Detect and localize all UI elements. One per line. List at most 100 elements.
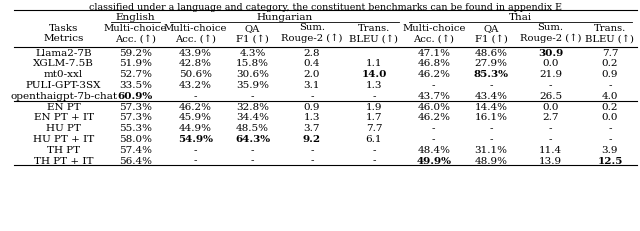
Text: 48.4%: 48.4% <box>417 145 451 154</box>
Text: -: - <box>372 91 376 100</box>
Text: 44.9%: 44.9% <box>179 124 212 133</box>
Text: 48.6%: 48.6% <box>474 49 508 58</box>
Text: 0.0: 0.0 <box>542 59 559 68</box>
Text: Trans.
BLEU (↑): Trans. BLEU (↑) <box>349 24 399 43</box>
Text: Hungarian: Hungarian <box>257 13 313 22</box>
Text: 3.9: 3.9 <box>602 145 618 154</box>
Text: 46.2%: 46.2% <box>179 102 212 111</box>
Text: 30.9: 30.9 <box>538 49 563 58</box>
Text: 57.3%: 57.3% <box>119 102 152 111</box>
Text: 26.5: 26.5 <box>539 91 562 100</box>
Text: 9.2: 9.2 <box>303 134 321 143</box>
Text: EN PT: EN PT <box>47 102 81 111</box>
Text: 59.2%: 59.2% <box>119 49 152 58</box>
Text: HU PT + IT: HU PT + IT <box>33 134 94 143</box>
Text: -: - <box>251 91 254 100</box>
Text: 46.8%: 46.8% <box>417 59 451 68</box>
Text: Tasks
Metrics: Tasks Metrics <box>44 24 84 43</box>
Text: 0.0: 0.0 <box>542 102 559 111</box>
Text: 60.9%: 60.9% <box>118 91 153 100</box>
Text: English: English <box>116 13 156 22</box>
Text: -: - <box>432 81 436 90</box>
Text: 54.9%: 54.9% <box>178 134 212 143</box>
Text: 51.9%: 51.9% <box>119 59 152 68</box>
Text: 35.9%: 35.9% <box>236 81 269 90</box>
Text: 43.4%: 43.4% <box>474 91 508 100</box>
Text: Multi-choice
Acc. (↑): Multi-choice Acc. (↑) <box>163 24 227 43</box>
Text: 11.4: 11.4 <box>539 145 562 154</box>
Text: 31.1%: 31.1% <box>474 145 508 154</box>
Text: 45.9%: 45.9% <box>179 113 212 122</box>
Text: 7.7: 7.7 <box>365 124 382 133</box>
Text: 12.5: 12.5 <box>597 156 623 165</box>
Text: 58.0%: 58.0% <box>119 134 152 143</box>
Text: 0.2: 0.2 <box>602 59 618 68</box>
Text: 48.9%: 48.9% <box>474 156 508 165</box>
Text: -: - <box>251 145 254 154</box>
Text: 27.9%: 27.9% <box>474 59 508 68</box>
Text: -: - <box>193 156 197 165</box>
Text: 57.4%: 57.4% <box>119 145 152 154</box>
Text: 85.3%: 85.3% <box>474 70 509 79</box>
Text: Thai: Thai <box>509 13 532 22</box>
Text: 48.5%: 48.5% <box>236 124 269 133</box>
Text: 55.3%: 55.3% <box>119 124 152 133</box>
Text: 42.8%: 42.8% <box>179 59 212 68</box>
Text: 0.9: 0.9 <box>602 70 618 79</box>
Text: 3.7: 3.7 <box>304 124 320 133</box>
Text: mt0-xxl: mt0-xxl <box>44 70 83 79</box>
Text: 47.1%: 47.1% <box>417 49 451 58</box>
Text: 16.1%: 16.1% <box>474 113 508 122</box>
Text: 43.7%: 43.7% <box>417 91 451 100</box>
Text: -: - <box>608 81 612 90</box>
Text: -: - <box>372 156 376 165</box>
Text: QA
F1 (↑): QA F1 (↑) <box>236 24 269 43</box>
Text: 56.4%: 56.4% <box>119 156 152 165</box>
Text: Sum.
Rouge-2 (↑): Sum. Rouge-2 (↑) <box>520 23 581 43</box>
Text: 21.9: 21.9 <box>539 70 562 79</box>
Text: Llama2-7B: Llama2-7B <box>35 49 92 58</box>
Text: 2.8: 2.8 <box>304 49 320 58</box>
Text: 34.4%: 34.4% <box>236 113 269 122</box>
Text: HU PT: HU PT <box>46 124 81 133</box>
Text: 43.9%: 43.9% <box>179 49 212 58</box>
Text: TH PT: TH PT <box>47 145 80 154</box>
Text: 50.6%: 50.6% <box>179 70 212 79</box>
Text: -: - <box>372 145 376 154</box>
Text: 13.9: 13.9 <box>539 156 562 165</box>
Text: 46.2%: 46.2% <box>417 113 451 122</box>
Text: -: - <box>490 124 493 133</box>
Text: -: - <box>310 145 314 154</box>
Text: PULI-GPT-3SX: PULI-GPT-3SX <box>26 81 101 90</box>
Text: TH PT + IT: TH PT + IT <box>34 156 93 165</box>
Text: 4.3%: 4.3% <box>239 49 266 58</box>
Text: 15.8%: 15.8% <box>236 59 269 68</box>
Text: 32.8%: 32.8% <box>236 102 269 111</box>
Text: 64.3%: 64.3% <box>235 134 270 143</box>
Text: 2.0: 2.0 <box>304 70 320 79</box>
Text: -: - <box>490 134 493 143</box>
Text: 52.7%: 52.7% <box>119 70 152 79</box>
Text: 57.3%: 57.3% <box>119 113 152 122</box>
Text: Trans.
BLEU (↑): Trans. BLEU (↑) <box>586 24 634 43</box>
Text: -: - <box>193 91 197 100</box>
Text: 2.7: 2.7 <box>542 113 559 122</box>
Text: Multi-choice
Acc. (↑): Multi-choice Acc. (↑) <box>104 24 167 43</box>
Text: 14.0: 14.0 <box>361 70 387 79</box>
Text: openthaigpt-7b-chat: openthaigpt-7b-chat <box>10 91 117 100</box>
Text: -: - <box>193 145 197 154</box>
Text: 43.2%: 43.2% <box>179 81 212 90</box>
Text: -: - <box>432 134 436 143</box>
Text: 1.3: 1.3 <box>304 113 320 122</box>
Text: -: - <box>310 91 314 100</box>
Text: 33.5%: 33.5% <box>119 81 152 90</box>
Text: 1.7: 1.7 <box>365 113 382 122</box>
Text: -: - <box>548 134 552 143</box>
Text: 14.4%: 14.4% <box>474 102 508 111</box>
Text: 3.1: 3.1 <box>304 81 320 90</box>
Text: 0.0: 0.0 <box>602 113 618 122</box>
Text: -: - <box>251 156 254 165</box>
Text: 0.4: 0.4 <box>304 59 320 68</box>
Text: Sum.
Rouge-2 (↑): Sum. Rouge-2 (↑) <box>281 23 342 43</box>
Text: -: - <box>608 134 612 143</box>
